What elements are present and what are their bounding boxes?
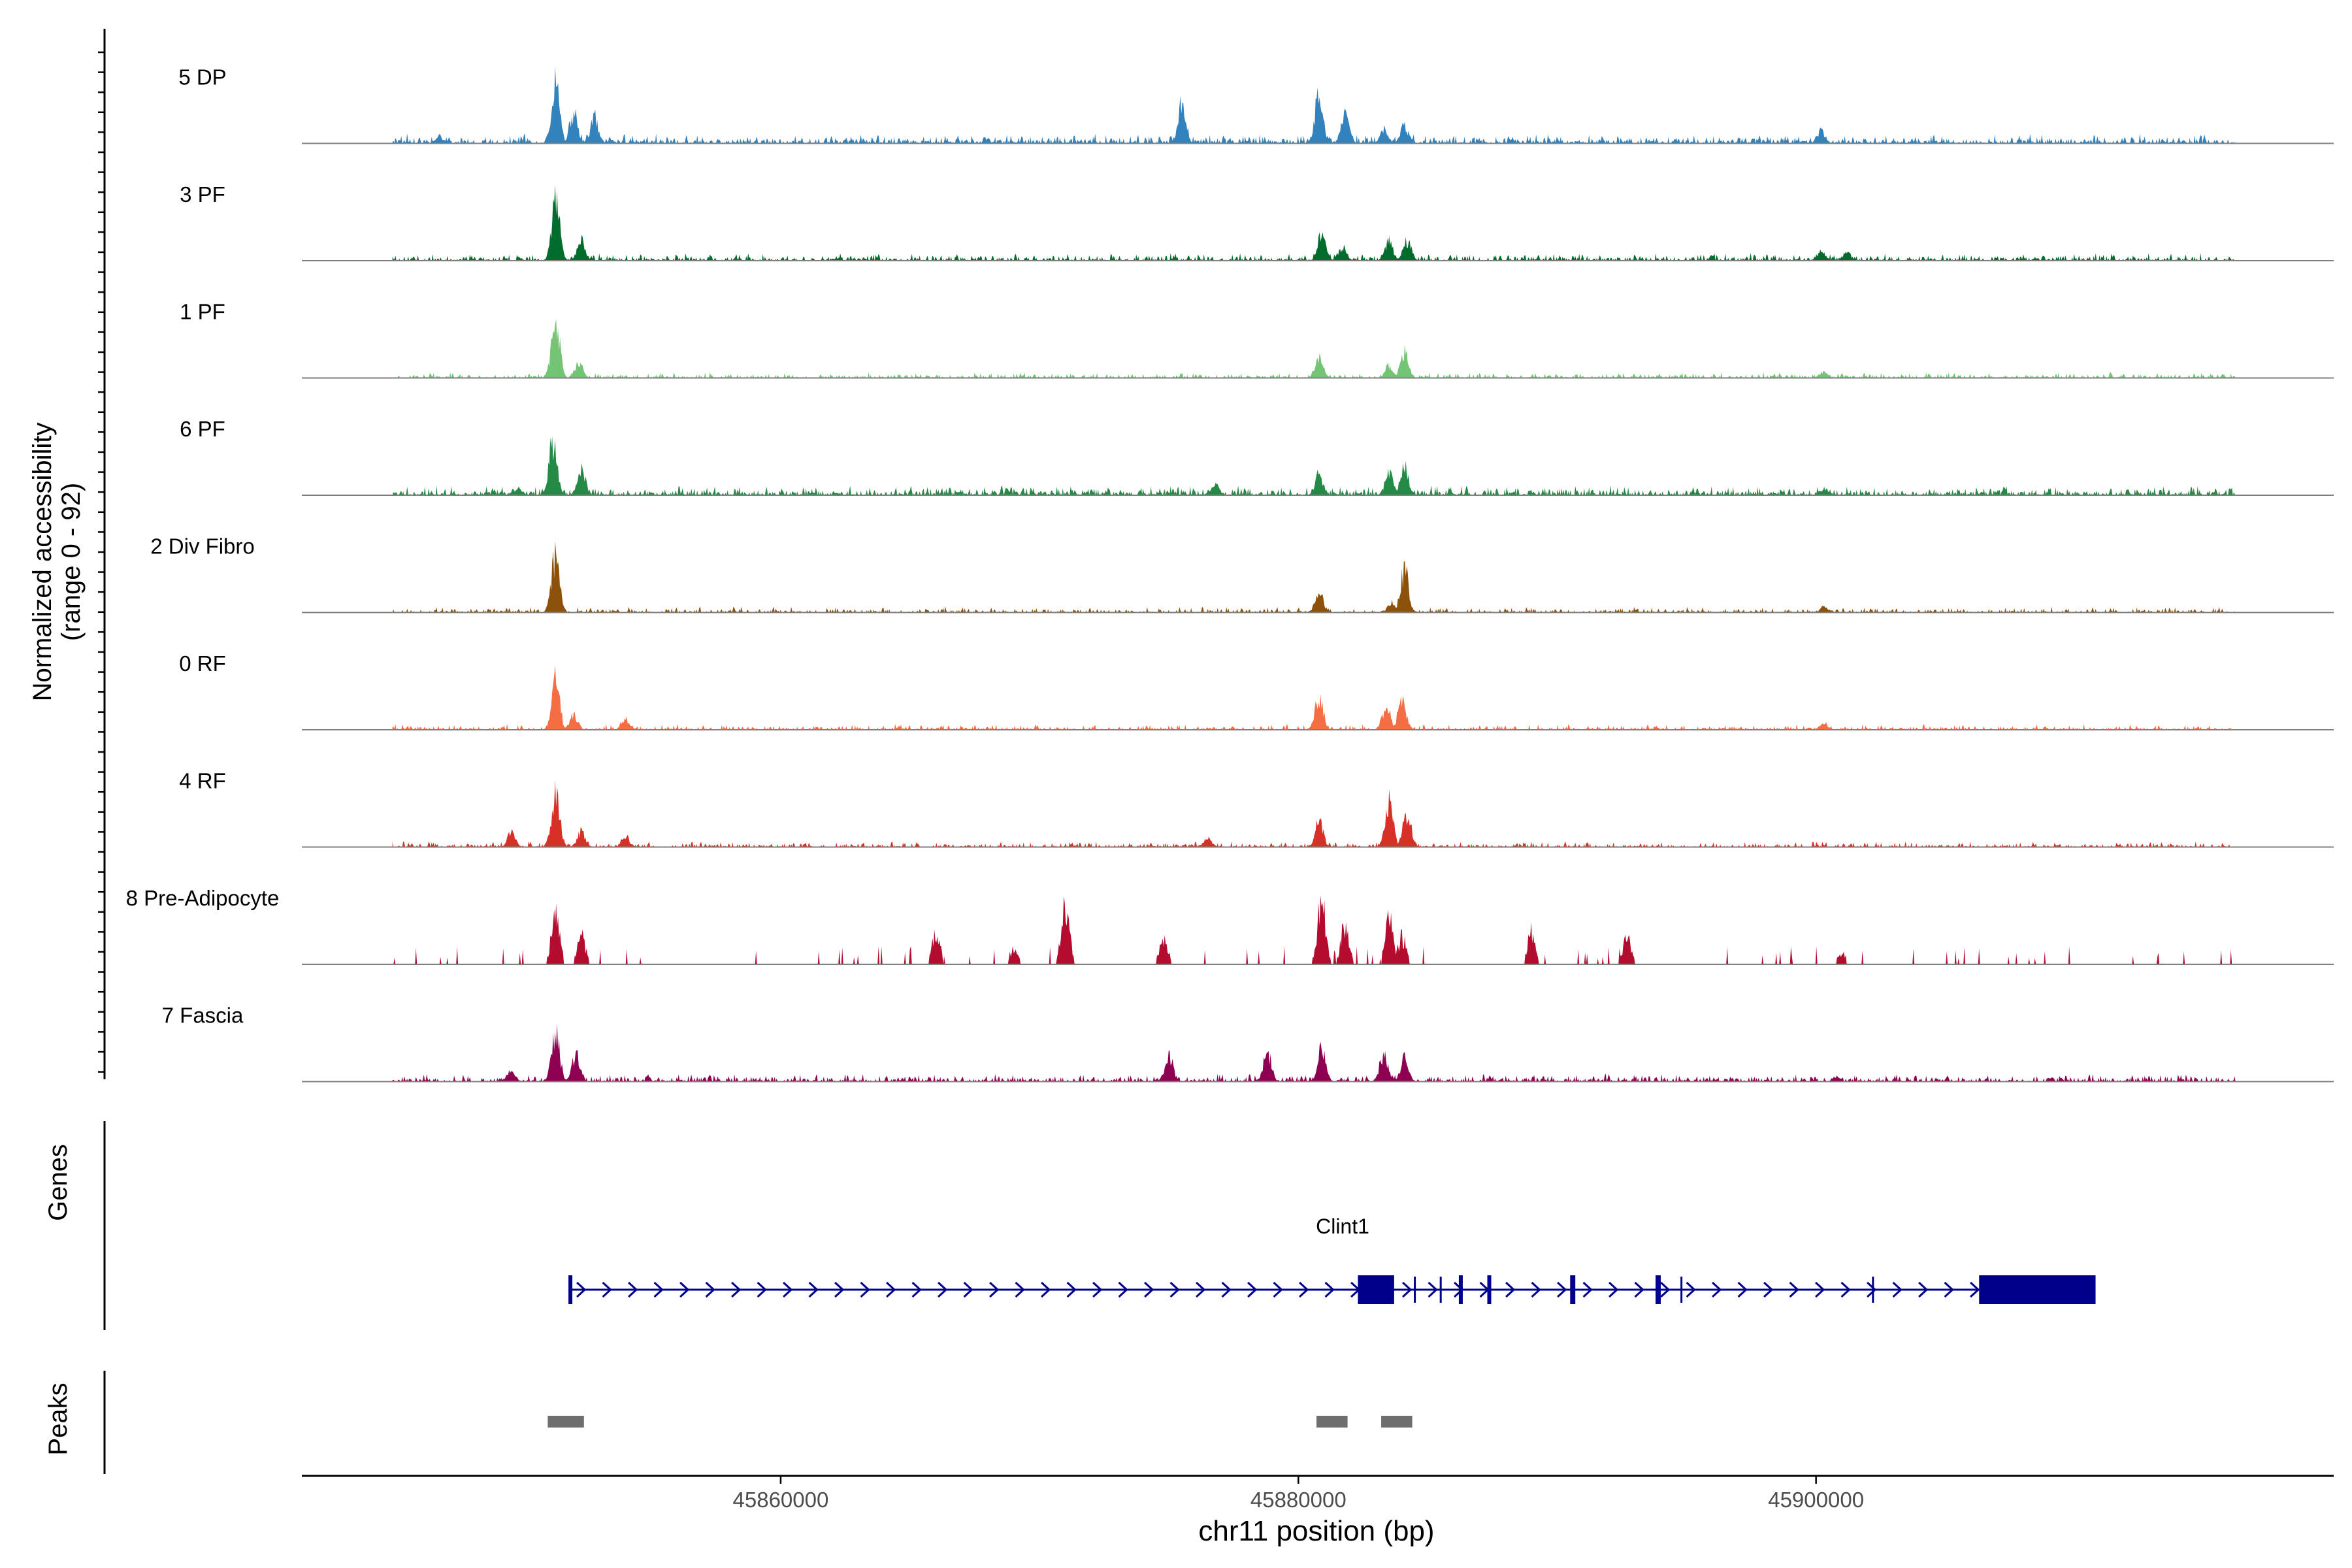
strand-arrow (1789, 1281, 1799, 1298)
strand-arrow (1918, 1281, 1929, 1298)
coverage-tracks (302, 66, 2334, 1083)
gene-exon (568, 1275, 573, 1304)
track-labels: 5 DP 3 PF 1 PF 6 PF 2 Div Fibro 0 RF 4 RF 8 Pre… (126, 65, 280, 1028)
track-label: 7 Fascia (162, 1004, 244, 1028)
x-tick-label: 45900000 (1768, 1488, 1864, 1512)
strand-arrow (1505, 1281, 1516, 1298)
strand-arrow (1196, 1281, 1206, 1298)
strand-arrow (989, 1281, 1000, 1298)
peak-region (1381, 1416, 1413, 1428)
x-tick-label: 45860000 (733, 1488, 829, 1512)
strand-arrow (886, 1281, 896, 1298)
strand-arrow (1015, 1281, 1025, 1298)
strand-arrow (1970, 1281, 1980, 1298)
track-area-1 (392, 66, 2236, 144)
track-label: 0 RF (179, 651, 226, 676)
strand-arrow (1092, 1281, 1103, 1298)
gene-exon-tick (1872, 1277, 1874, 1303)
strand-arrow (576, 1281, 587, 1298)
track-label: 2 Div Fibro (150, 534, 255, 559)
strand-arrow (1815, 1281, 1825, 1298)
strand-arrow (1324, 1281, 1335, 1298)
peaks-axis-label: Peaks (44, 1382, 73, 1455)
track-area-9 (392, 1023, 2236, 1082)
strand-arrow (1840, 1281, 1851, 1298)
strand-arrow (602, 1281, 612, 1298)
strand-arrow (653, 1281, 664, 1298)
strand-arrow (1609, 1281, 1619, 1298)
gene-exon (1979, 1275, 2096, 1304)
track-area-4 (392, 436, 2236, 495)
track-area-7 (392, 780, 2236, 847)
strand-arrow (1066, 1281, 1077, 1298)
strand-arrow (1557, 1281, 1567, 1298)
gene-exon-tick (1375, 1277, 1377, 1303)
strand-arrow (783, 1281, 793, 1298)
gene-exon (1458, 1275, 1463, 1304)
strand-arrow (1660, 1281, 1671, 1298)
track-area-2 (392, 185, 2236, 261)
peaks-panel (103, 1371, 1413, 1474)
strand-arrow (1531, 1281, 1541, 1298)
strand-arrow (808, 1281, 819, 1298)
track-label: 4 RF (179, 769, 226, 793)
gene-exon-tick (1414, 1277, 1416, 1303)
peak-region (547, 1416, 584, 1428)
strand-arrow (1634, 1281, 1644, 1298)
strand-arrow (705, 1281, 715, 1298)
strand-arrow (1686, 1281, 1696, 1298)
strand-arrow (679, 1281, 690, 1298)
strand-arrow (1867, 1281, 1877, 1298)
strand-arrow (963, 1281, 973, 1298)
track-area-6 (392, 666, 2236, 730)
x-axis: 45860000 45880000 45900000 (302, 1475, 2334, 1512)
track-label: 6 PF (180, 417, 225, 441)
strand-arrow (1169, 1281, 1180, 1298)
strand-arrow (1273, 1281, 1283, 1298)
strand-arrow (860, 1281, 870, 1298)
strand-arrow (834, 1281, 845, 1298)
strand-arrow (1402, 1281, 1413, 1298)
accessibility-axis (98, 29, 106, 1079)
genes-panel: Clint1 (103, 1121, 2096, 1330)
peak-region (1316, 1416, 1348, 1428)
track-area-3 (392, 319, 2236, 378)
track-label: 8 Pre-Adipocyte (126, 886, 280, 910)
strand-arrow (1763, 1281, 1774, 1298)
strand-arrow (1892, 1281, 1903, 1298)
strand-arrow (1428, 1281, 1438, 1298)
track-label: 1 PF (180, 300, 225, 324)
gene-exon-tick (1439, 1277, 1442, 1303)
y-axis-title-line2: (range 0 - 92) (57, 483, 86, 641)
strand-arrow (1712, 1281, 1722, 1298)
strand-arrow (1118, 1281, 1128, 1298)
x-axis-title: chr11 position (bp) (1198, 1515, 1434, 1547)
strand-arrow (1144, 1281, 1154, 1298)
y-axis-title-line1: Normalized accessibility (28, 423, 57, 702)
strand-arrow (1221, 1281, 1232, 1298)
strand-arrow (1582, 1281, 1593, 1298)
gene-exon (1570, 1275, 1576, 1304)
gene-exon (1656, 1275, 1661, 1304)
track-area-8 (392, 895, 2236, 964)
strand-arrow (938, 1281, 948, 1298)
strand-arrow (731, 1281, 742, 1298)
strand-arrow (628, 1281, 638, 1298)
gene-exon-tick (1680, 1277, 1683, 1303)
strand-arrow (757, 1281, 767, 1298)
gene-name-label: Clint1 (1316, 1215, 1369, 1238)
track-label: 3 PF (180, 182, 225, 206)
strand-arrow (1737, 1281, 1748, 1298)
strand-arrow (911, 1281, 922, 1298)
track-area-5 (392, 541, 2236, 613)
strand-arrow (1041, 1281, 1051, 1298)
genes-axis-label: Genes (44, 1144, 73, 1221)
strand-arrow (1247, 1281, 1258, 1298)
strand-arrow (1944, 1281, 1954, 1298)
strand-arrow (1299, 1281, 1309, 1298)
x-tick-label: 45880000 (1250, 1488, 1347, 1512)
gene-exon (1487, 1275, 1492, 1304)
track-label: 5 DP (178, 65, 226, 90)
